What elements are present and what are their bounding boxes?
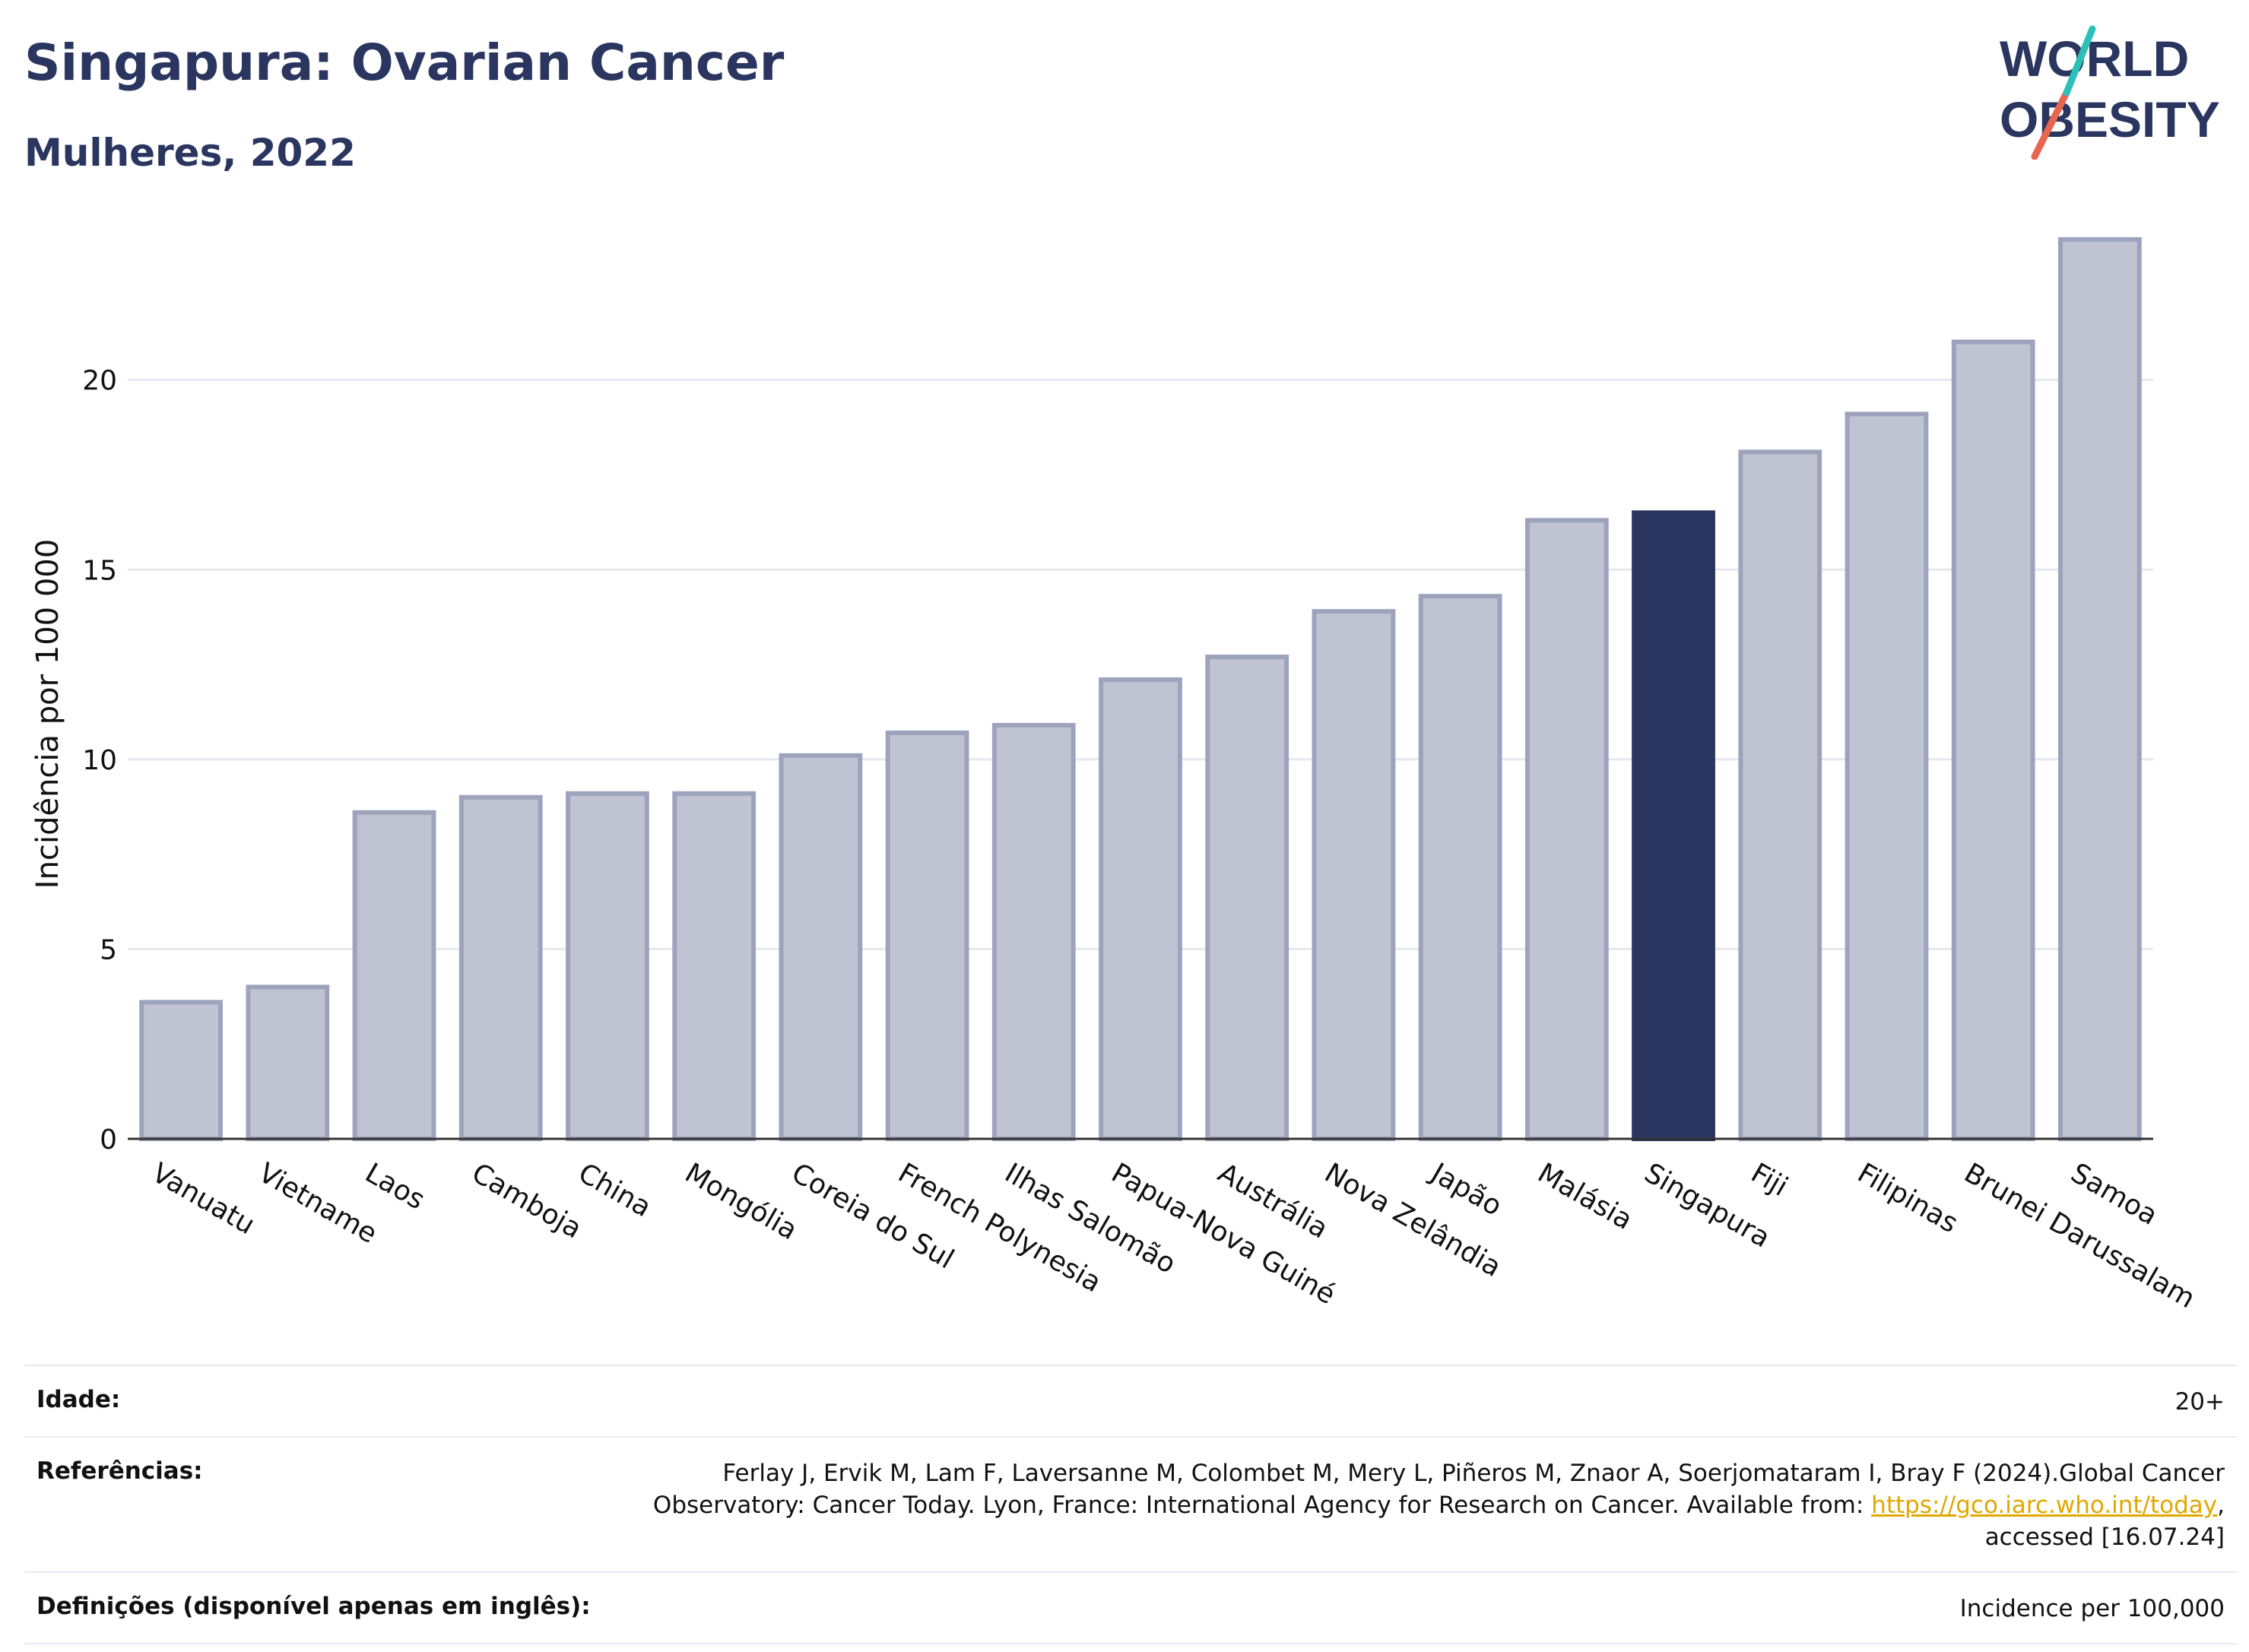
- category-label: Laos: [360, 1157, 430, 1216]
- references-line-2: Observatory: Cancer Today. Lyon, France:…: [652, 1492, 1872, 1519]
- bar: [672, 791, 757, 1142]
- bar: [1738, 449, 1822, 1141]
- bar: [1099, 677, 1182, 1141]
- bar: [566, 791, 649, 1142]
- y-tick-labels: 0 5 10 15 20: [82, 366, 117, 1156]
- info-table: Idade: 20+ Referências: Ferlay J, Ervik …: [24, 1365, 2237, 1644]
- y-tick-label: 15: [82, 555, 117, 586]
- references-row: Referências: Ferlay J, Ervik M, Lam F, L…: [24, 1436, 2237, 1571]
- definitions-row: Definições (disponível apenas em inglês)…: [24, 1571, 2237, 1644]
- y-tick-label: 10: [82, 745, 117, 776]
- page-title: Singapura: Ovarian Cancer: [24, 33, 785, 92]
- references-line-2-end: ,: [2217, 1492, 2225, 1519]
- category-label: Vanuatu: [147, 1157, 260, 1241]
- bar: [1418, 594, 1502, 1141]
- definitions-value: Incidence per 100,000: [1959, 1595, 2225, 1622]
- bar: [1205, 655, 1289, 1141]
- category-label: Malásia: [1533, 1157, 1638, 1236]
- bar: [779, 753, 863, 1141]
- bar: [458, 794, 543, 1141]
- y-tick-label: 5: [100, 934, 117, 966]
- y-axis-label: Incidência por 100 000: [30, 539, 65, 889]
- bar: [139, 1000, 223, 1142]
- bar: [1312, 609, 1396, 1141]
- svg-text:WORLD: WORLD: [2000, 30, 2189, 87]
- gco-link[interactable]: https://gco.iarc.who.int/today: [1871, 1492, 2218, 1519]
- category-label: Filipinas: [1852, 1157, 1963, 1239]
- bars: [139, 236, 2142, 1142]
- bar: [885, 730, 969, 1141]
- age-row: Idade: 20+: [24, 1365, 2237, 1436]
- category-label: Camboja: [466, 1157, 586, 1245]
- age-label: Idade:: [36, 1386, 121, 1413]
- world-obesity-logo: WORLD OBESITY: [1984, 23, 2243, 160]
- definitions-label: Definições (disponível apenas em inglês)…: [36, 1593, 591, 1620]
- bar: [2058, 236, 2142, 1142]
- y-tick-label: 0: [100, 1124, 117, 1156]
- age-value: 20+: [2174, 1388, 2225, 1416]
- references-line-3: accessed [16.07.24]: [1984, 1524, 2225, 1551]
- category-label: Mongólia: [680, 1157, 803, 1246]
- category-label: Japão: [1425, 1156, 1508, 1222]
- bar: [352, 810, 436, 1141]
- bar-highlight: [1632, 510, 1715, 1141]
- bar: [246, 985, 330, 1142]
- page-subtitle: Mulheres, 2022: [24, 131, 356, 175]
- svg-text:OBESITY: OBESITY: [2000, 91, 2220, 147]
- bar: [1951, 339, 2035, 1141]
- references-value: Ferlay J, Ervik M, Lam F, Laversanne M, …: [653, 1457, 2225, 1553]
- category-label: Nova Zelândia: [1319, 1157, 1506, 1283]
- bar: [1845, 411, 1929, 1141]
- references-label: Referências:: [36, 1457, 203, 1485]
- y-tick-label: 20: [82, 366, 117, 397]
- category-label: Vietname: [253, 1157, 382, 1250]
- bar: [991, 722, 1076, 1141]
- category-label: China: [573, 1157, 657, 1223]
- references-line-1: Ferlay J, Ervik M, Lam F, Laversanne M, …: [722, 1460, 2225, 1487]
- bar: [1524, 518, 1609, 1141]
- category-label: Fiji: [1746, 1157, 1793, 1203]
